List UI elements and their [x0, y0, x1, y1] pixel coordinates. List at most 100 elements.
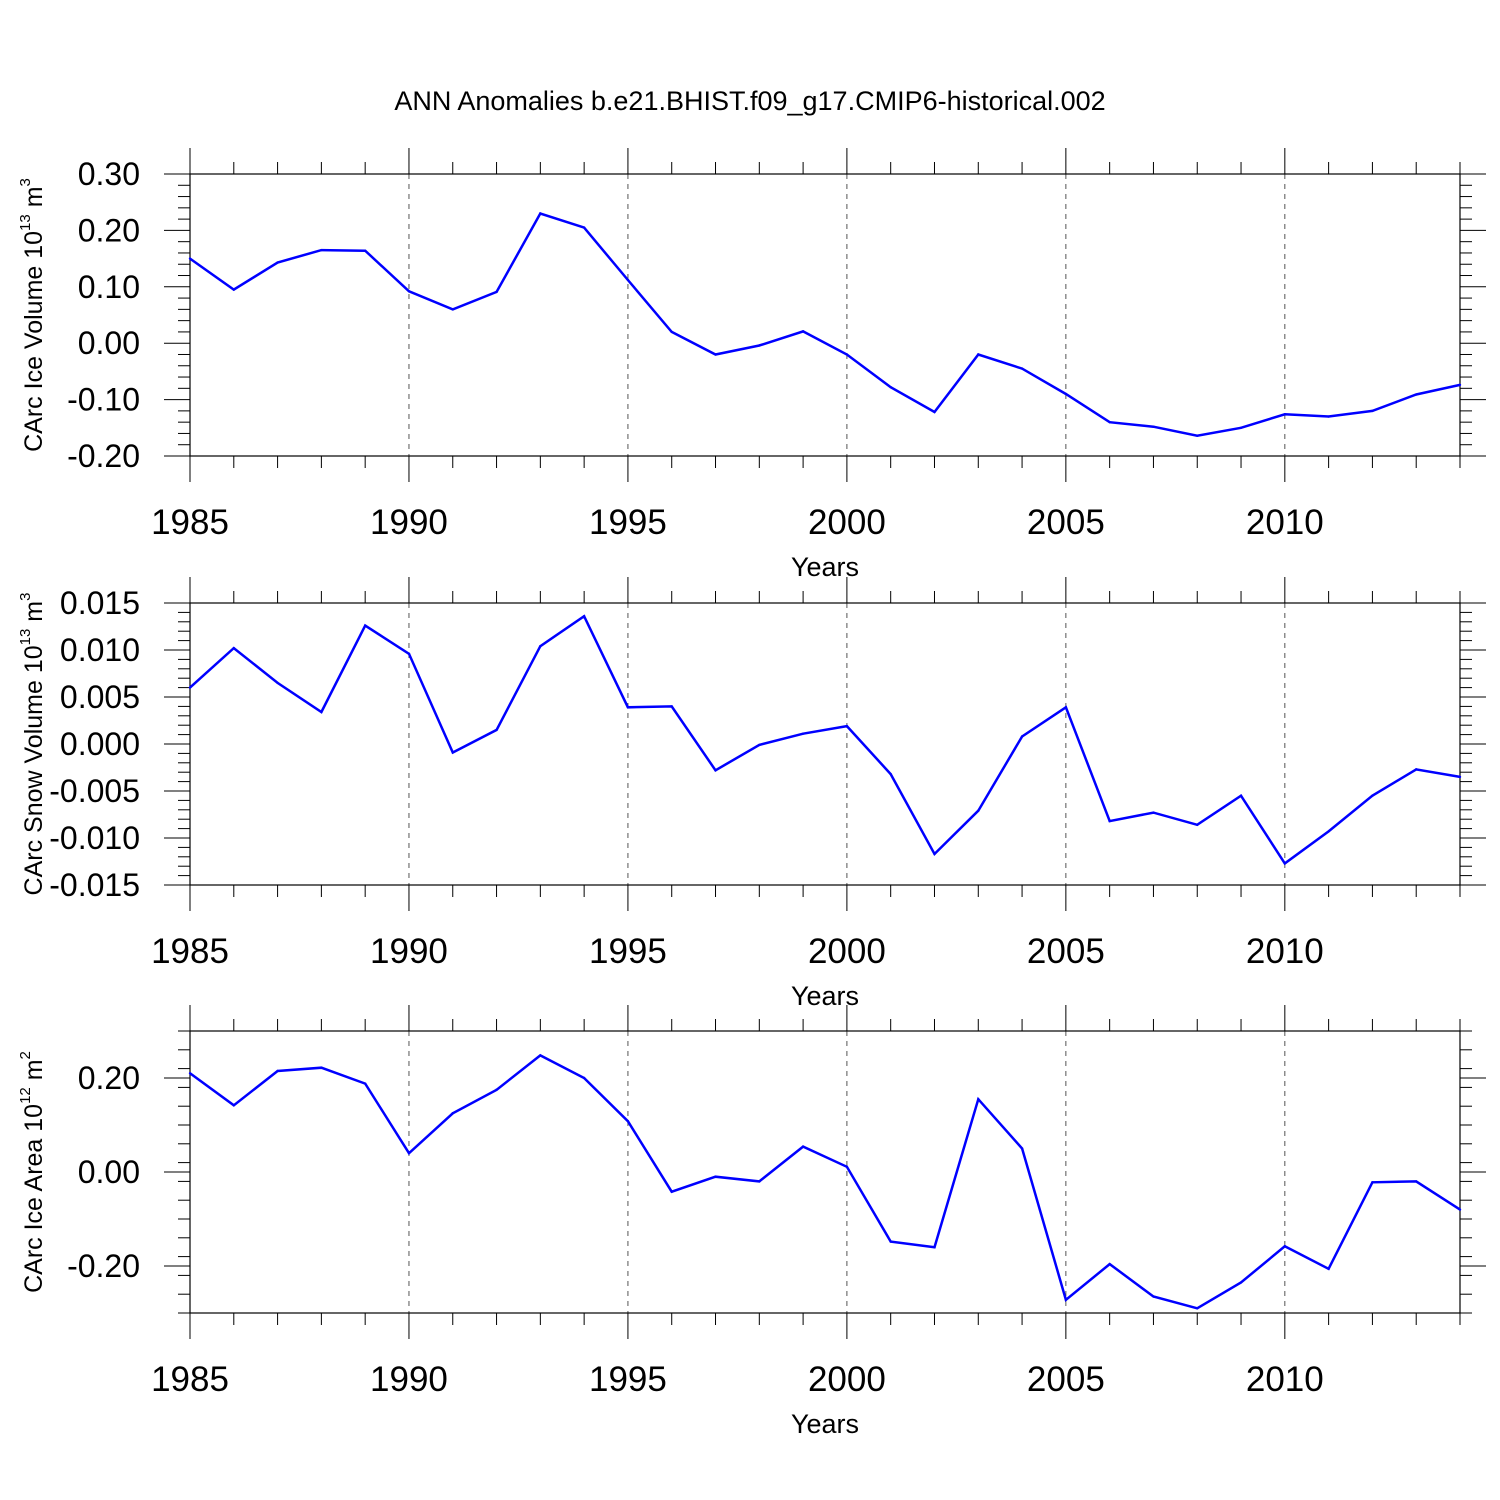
- y-tick-label: -0.20: [67, 1248, 140, 1284]
- data-point: [407, 290, 411, 293]
- series-line: [189, 1053, 1461, 1310]
- y-axis-label-main: CArc Ice Area 10: [20, 1104, 48, 1293]
- y-tick-label: 0.10: [78, 269, 140, 305]
- data-point: [845, 724, 849, 728]
- x-tick-label: 1985: [151, 1360, 229, 1399]
- data-point: [1327, 830, 1330, 833]
- data-point: [933, 852, 936, 856]
- data-point: [1415, 393, 1418, 396]
- data-point: [320, 1066, 323, 1069]
- data-point: [933, 410, 936, 414]
- data-point: [1152, 811, 1155, 814]
- data-point: [1371, 409, 1374, 413]
- data-point: [977, 1097, 980, 1101]
- data-point: [933, 1246, 936, 1249]
- x-axis-label: Years: [791, 981, 859, 1011]
- figure-title: ANN Anomalies b.e21.BHIST.f09_g17.CMIP6-…: [394, 86, 1105, 116]
- x-tick-label: 2005: [1027, 503, 1105, 542]
- data-point: [495, 728, 498, 732]
- data-point: [1458, 1208, 1462, 1211]
- y-tick-label: 0.00: [78, 1154, 140, 1190]
- data-point: [1152, 1295, 1155, 1298]
- x-tick-label: 2010: [1246, 503, 1324, 542]
- data-point: [1196, 823, 1199, 827]
- x-tick-label: 2010: [1246, 932, 1324, 971]
- data-point: [1196, 434, 1199, 437]
- data-point: [188, 686, 192, 689]
- x-tick-label: 1995: [589, 503, 667, 542]
- data-point: [977, 353, 980, 356]
- data-point: [1327, 415, 1330, 418]
- data-point: [582, 614, 586, 618]
- y-axis-label-main: CArc Ice Volume 10: [20, 231, 48, 452]
- data-point: [1108, 420, 1111, 424]
- y-axis-label-unit: m: [20, 601, 48, 629]
- data-point: [1371, 794, 1374, 797]
- data-point: [232, 646, 235, 650]
- series-line: [189, 614, 1461, 866]
- x-tick-label: 2000: [808, 932, 886, 971]
- x-tick-label: 1995: [589, 1360, 667, 1399]
- data-point: [1064, 706, 1068, 709]
- y-tick-label: 0.20: [78, 1060, 140, 1096]
- data-point: [1020, 735, 1024, 738]
- y-axis-label-exponent: 13: [17, 629, 34, 646]
- y-axis-label-exponent: 13: [17, 214, 34, 231]
- y-axis-label-unit-exponent: 3: [17, 178, 34, 186]
- data-point: [626, 706, 630, 709]
- x-tick-label: 2010: [1246, 1360, 1324, 1399]
- y-tick-label: 0.20: [78, 212, 140, 248]
- data-point: [232, 288, 235, 291]
- y-tick-label: 0.010: [60, 632, 140, 668]
- x-tick-label: 2005: [1027, 932, 1105, 971]
- x-tick-label: 2000: [808, 503, 886, 542]
- data-point: [495, 290, 498, 294]
- y-axis-label-unit: m: [20, 1059, 48, 1087]
- y-axis-label: CArc Ice Area 1012 m2: [17, 1051, 48, 1293]
- y-tick-label: 0.000: [60, 726, 140, 762]
- data-point: [1020, 1147, 1024, 1150]
- y-axis-label-unit-exponent: 3: [17, 593, 34, 601]
- data-point: [407, 652, 411, 655]
- y-tick-label: 0.00: [78, 325, 140, 361]
- data-point: [758, 344, 761, 347]
- data-point: [539, 212, 542, 215]
- y-tick-label: -0.010: [49, 820, 140, 856]
- data-point: [1239, 426, 1243, 429]
- x-tick-label: 1985: [151, 503, 229, 542]
- y-tick-label: -0.005: [49, 773, 140, 809]
- data-point: [276, 1069, 279, 1073]
- data-point: [1152, 425, 1155, 428]
- x-axis-label: Years: [791, 1409, 859, 1439]
- data-point: [407, 1152, 411, 1155]
- data-point: [845, 353, 849, 356]
- data-point: [1283, 862, 1287, 865]
- data-point: [495, 1088, 498, 1091]
- x-tick-label: 2000: [808, 1360, 886, 1399]
- data-point: [758, 1180, 761, 1183]
- data-point: [188, 1072, 192, 1075]
- y-tick-label: -0.015: [49, 867, 140, 903]
- data-point: [801, 1145, 805, 1148]
- data-point: [670, 1190, 673, 1193]
- x-tick-label: 2005: [1027, 1360, 1105, 1399]
- data-point: [1108, 819, 1111, 823]
- y-axis-label-unit: m: [20, 186, 48, 214]
- data-point: [1196, 1307, 1199, 1310]
- series-line: [189, 211, 1461, 437]
- data-point: [363, 249, 367, 252]
- data-point: [232, 1104, 235, 1107]
- x-axis-label: Years: [791, 552, 859, 582]
- data-point: [1327, 1267, 1330, 1271]
- data-point: [670, 330, 673, 334]
- panel-2: 0.015 0.010 0.005 0.000 -0.005 -0.010 -0.015 19…: [17, 577, 1486, 1011]
- data-point: [889, 1240, 892, 1243]
- data-point: [801, 732, 805, 735]
- y-axis-label-exponent: 12: [17, 1087, 34, 1104]
- data-point: [977, 809, 980, 812]
- data-point: [1283, 1245, 1287, 1248]
- data-point: [758, 743, 761, 747]
- data-point: [1458, 383, 1462, 387]
- data-point: [1239, 1281, 1243, 1284]
- plot-frame: [189, 1030, 1461, 1314]
